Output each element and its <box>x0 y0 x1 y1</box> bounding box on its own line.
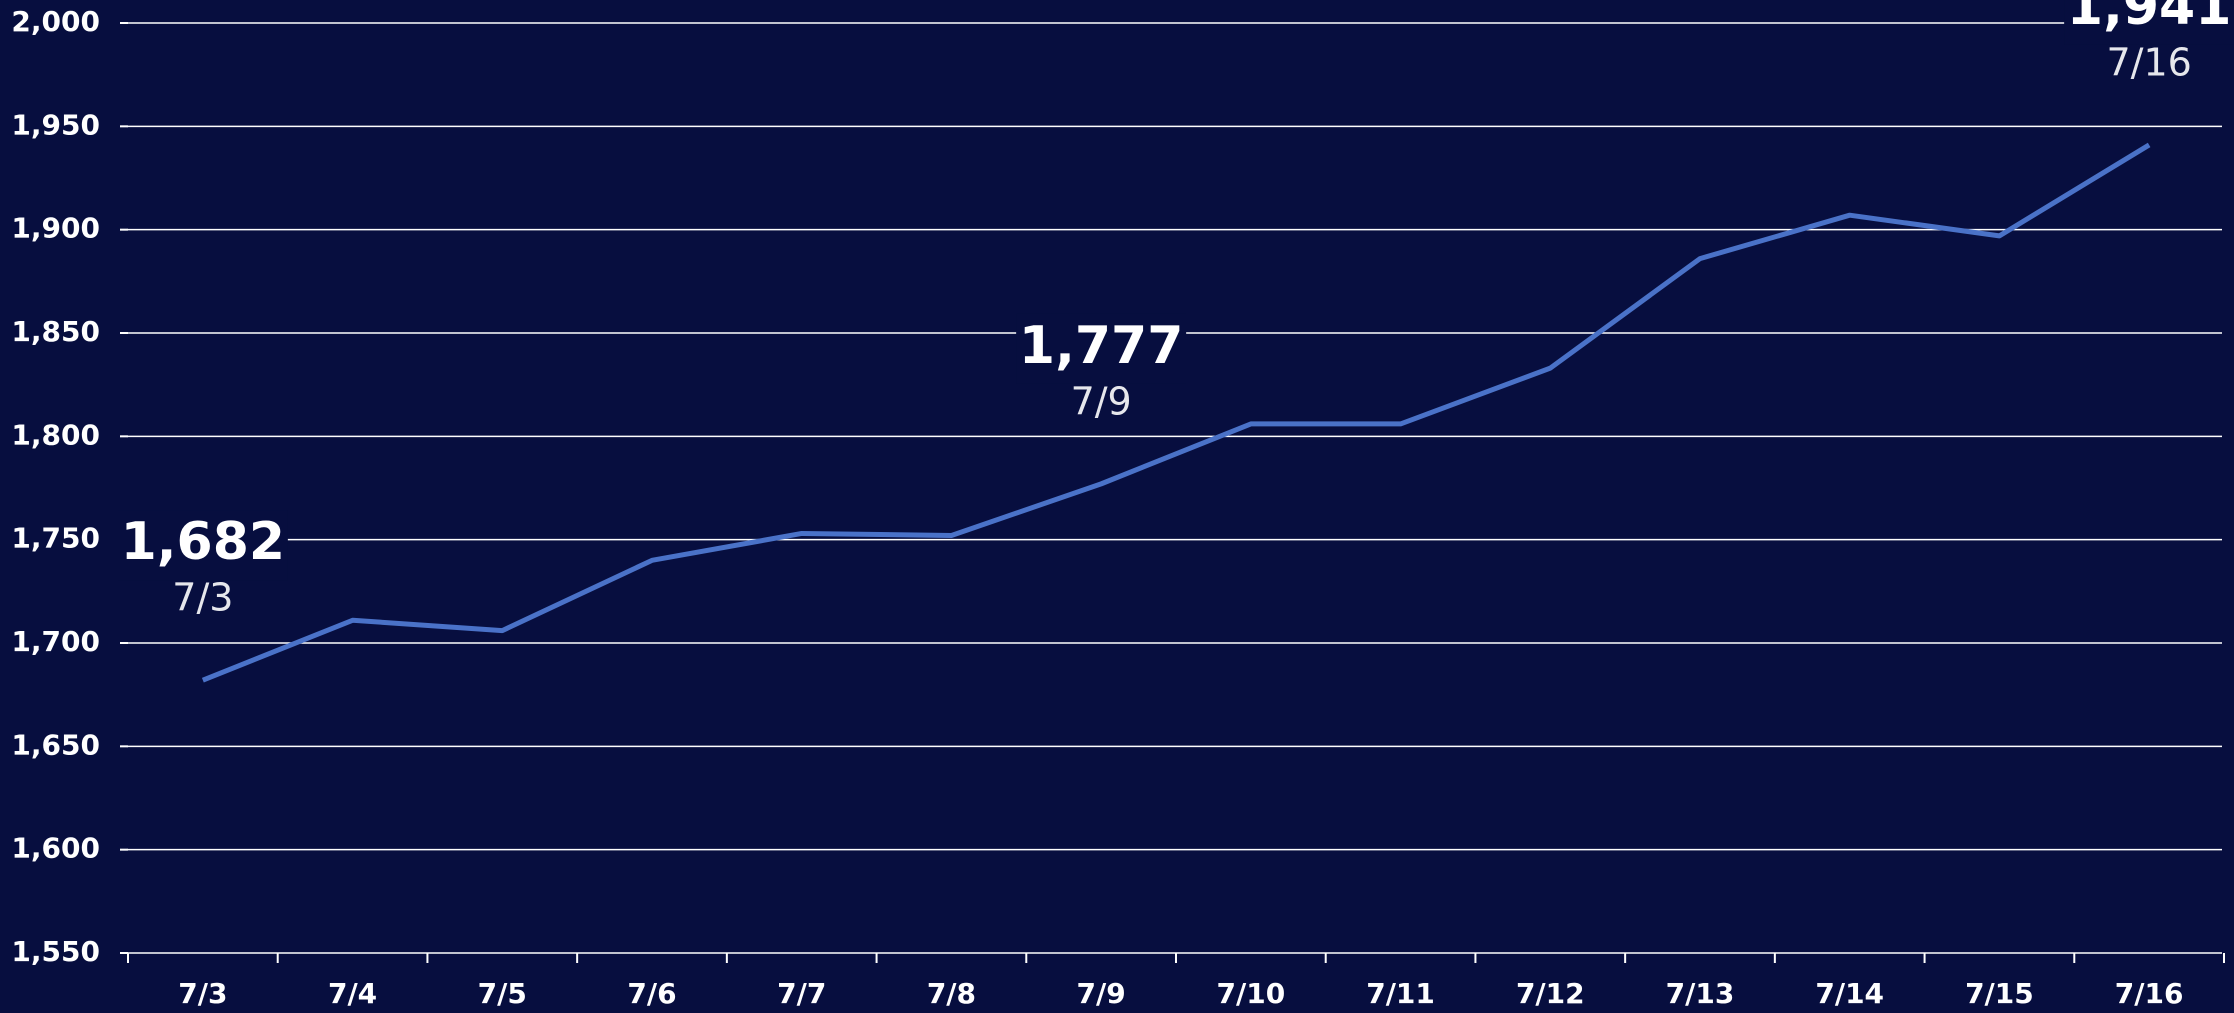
annotation-date: 7/3 <box>172 576 233 620</box>
annotation-background <box>1016 313 1187 384</box>
annotation-value: 1,941 <box>2067 0 2231 37</box>
x-tick-label: 7/8 <box>927 977 976 1010</box>
y-tick-label: 1,550 <box>11 935 100 968</box>
y-tick-label: 2,000 <box>11 5 100 38</box>
x-tick-label: 7/7 <box>777 977 826 1010</box>
y-tick-label: 1,650 <box>11 728 100 761</box>
x-tick-label: 7/5 <box>478 977 527 1010</box>
x-tick-label: 7/9 <box>1077 977 1126 1010</box>
y-tick-label: 1,700 <box>11 625 100 658</box>
x-tick-label: 7/11 <box>1366 977 1435 1010</box>
x-tick-label: 7/12 <box>1516 977 1585 1010</box>
x-tick-label: 7/16 <box>2115 977 2184 1010</box>
y-tick-label: 1,800 <box>11 418 100 451</box>
y-tick-label: 1,950 <box>11 108 100 141</box>
x-tick-label: 7/6 <box>627 977 676 1010</box>
annotation-value: 1,777 <box>1019 316 1183 376</box>
y-tick-label: 1,850 <box>11 315 100 348</box>
x-tick-label: 7/3 <box>178 977 227 1010</box>
x-tick-label: 7/15 <box>1965 977 2034 1010</box>
x-tick-label: 7/13 <box>1666 977 1735 1010</box>
y-tick-label: 1,750 <box>11 522 100 555</box>
x-tick-label: 7/4 <box>328 977 377 1010</box>
annotation-background <box>2064 0 2234 45</box>
annotation-date: 7/9 <box>1071 379 1132 423</box>
annotation-background <box>117 510 288 581</box>
y-tick-label: 1,900 <box>11 212 100 245</box>
line-series <box>201 142 2151 683</box>
annotation-date: 7/16 <box>2106 40 2191 84</box>
x-tick-label: 7/14 <box>1815 977 1884 1010</box>
y-tick-label: 1,600 <box>11 832 100 865</box>
annotation-value: 1,682 <box>121 512 285 572</box>
x-tick-label: 7/10 <box>1217 977 1286 1010</box>
